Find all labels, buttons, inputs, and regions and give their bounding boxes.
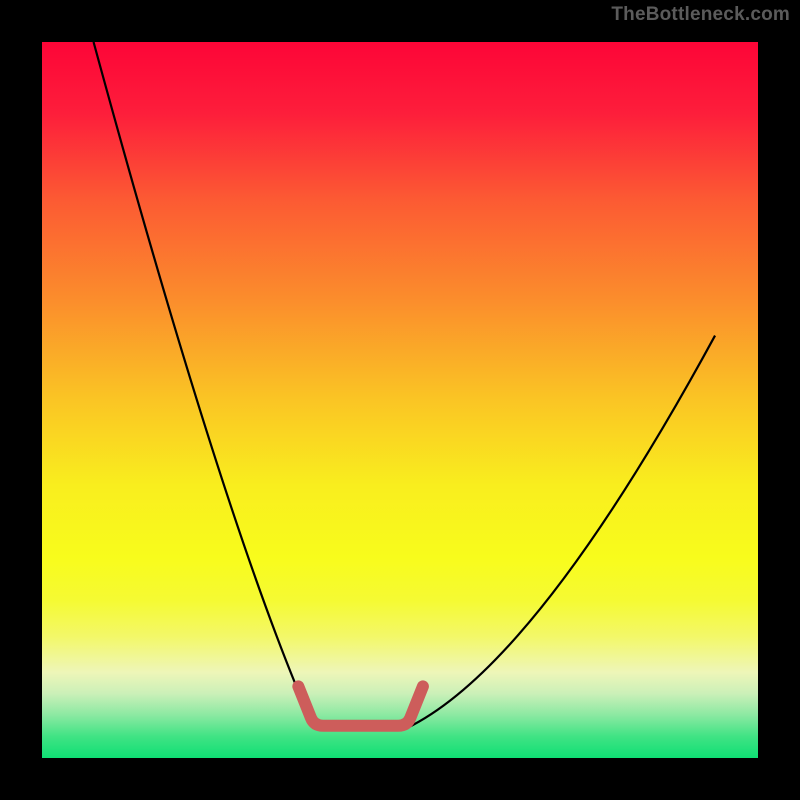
chart-plot-area — [42, 42, 758, 758]
bottleneck-chart: TheBottleneck.com — [0, 0, 800, 800]
watermark-text: TheBottleneck.com — [611, 4, 790, 26]
chart-svg — [0, 0, 800, 800]
